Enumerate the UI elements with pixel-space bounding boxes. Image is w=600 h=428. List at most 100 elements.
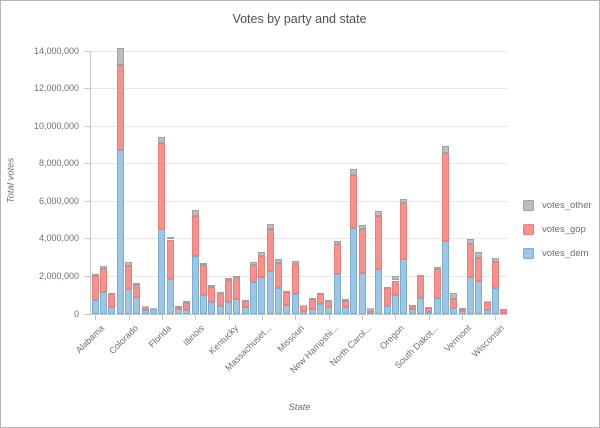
bar-segment-votes_other[interactable] [200,262,208,266]
bar-segment-votes_other[interactable] [358,224,366,229]
bar-segment-votes_dem[interactable] [108,306,116,314]
bar-segment-votes_other[interactable] [416,274,424,277]
bar-segment-votes_other[interactable] [208,284,216,287]
bar-segment-votes_other[interactable] [266,223,274,229]
bar-segment-votes_other[interactable] [375,210,383,216]
bar-segment-votes_other[interactable] [291,261,299,264]
bar-segment-votes_dem[interactable] [375,269,383,314]
bar-segment-votes_gop[interactable] [416,276,424,298]
bar-segment-votes_dem[interactable] [383,306,391,314]
bar-segment-votes_other[interactable] [408,305,416,306]
bar-segment-votes_other[interactable] [491,258,499,262]
bar-segment-votes_dem[interactable] [491,288,499,314]
bar-segment-votes_other[interactable] [258,251,266,257]
bar-segment-votes_gop[interactable] [208,286,216,302]
bar-segment-votes_other[interactable] [308,298,316,300]
bar-segment-votes_gop[interactable] [366,308,374,313]
bar-segment-votes_dem[interactable] [166,278,174,314]
bar-segment-votes_dem[interactable] [183,310,191,314]
bar-segment-votes_gop[interactable] [450,298,458,309]
bar-segment-votes_other[interactable] [91,274,99,276]
bar-segment-votes_gop[interactable] [125,266,133,289]
bar-segment-votes_dem[interactable] [466,276,474,314]
bar-segment-votes_gop[interactable] [216,293,224,306]
bar-segment-votes_dem[interactable] [358,272,366,314]
bar-segment-votes_dem[interactable] [200,294,208,314]
bar-segment-votes_other[interactable] [466,239,474,244]
bar-segment-votes_other[interactable] [241,299,249,301]
bar-segment-votes_gop[interactable] [491,261,499,289]
bar-segment-votes_gop[interactable] [116,65,124,150]
bar-segment-votes_gop[interactable] [183,302,191,311]
bar-segment-votes_gop[interactable] [166,239,174,279]
bar-segment-votes_other[interactable] [483,300,491,302]
bar-segment-votes_gop[interactable] [250,264,258,283]
bar-segment-votes_other[interactable] [400,199,408,204]
bar-segment-votes_other[interactable] [183,301,191,303]
bar-segment-votes_gop[interactable] [200,265,208,295]
bar-segment-votes_dem[interactable] [258,276,266,314]
bar-segment-votes_gop[interactable] [191,215,199,256]
bar-segment-votes_other[interactable] [450,292,458,299]
bar-segment-votes_gop[interactable] [233,277,241,300]
bar-segment-votes_gop[interactable] [375,215,383,270]
bar-segment-votes_gop[interactable] [408,305,416,310]
bar-segment-votes_dem[interactable] [341,306,349,314]
bar-segment-votes_other[interactable] [225,277,233,280]
bar-segment-votes_other[interactable] [350,168,358,176]
bar-segment-votes_gop[interactable] [266,228,274,272]
bar-segment-votes_gop[interactable] [458,308,466,311]
bar-segment-votes_dem[interactable] [241,307,249,314]
bar-segment-votes_other[interactable] [166,236,174,240]
bar-segment-votes_gop[interactable] [475,258,483,282]
bar-segment-votes_dem[interactable] [316,303,324,314]
bar-segment-votes_gop[interactable] [316,294,324,304]
bar-segment-votes_gop[interactable] [283,291,291,305]
bar-segment-votes_gop[interactable] [400,203,408,260]
bar-segment-votes_other[interactable] [191,210,199,216]
legend-item-votes_gop[interactable]: votes_gop [523,224,592,235]
bar-segment-votes_gop[interactable] [100,268,107,293]
bar-segment-votes_other[interactable] [100,265,107,269]
bar-segment-votes_other[interactable] [175,305,183,307]
bar-segment-votes_gop[interactable] [275,263,283,289]
bar-segment-votes_gop[interactable] [433,269,441,298]
bar-segment-votes_dem[interactable] [300,310,308,314]
bar-segment-votes_dem[interactable] [175,309,183,314]
bar-segment-votes_dem[interactable] [250,282,258,314]
bar-segment-votes_dem[interactable] [133,297,141,314]
bar-segment-votes_gop[interactable] [466,243,474,277]
bar-segment-votes_dem[interactable] [233,299,241,314]
bar-segment-votes_other[interactable] [333,241,341,244]
bar-segment-votes_gop[interactable] [358,228,366,273]
bar-segment-votes_dem[interactable] [500,312,508,314]
bar-segment-votes_dem[interactable] [475,281,483,314]
bar-segment-votes_dem[interactable] [141,309,149,314]
bar-segment-votes_other[interactable] [158,137,166,143]
bar-segment-votes_other[interactable] [133,283,141,285]
bar-segment-votes_dem[interactable] [391,295,399,314]
bar-segment-votes_gop[interactable] [241,300,249,308]
bar-segment-votes_dem[interactable] [325,307,333,314]
legend-item-votes_dem[interactable]: votes_dem [523,248,592,259]
bar-segment-votes_gop[interactable] [141,306,149,310]
legend-item-votes_other[interactable]: votes_other [523,200,592,211]
bar-segment-votes_other[interactable] [441,145,449,154]
bar-segment-votes_other[interactable] [433,266,441,270]
bar-segment-votes_other[interactable] [125,261,133,267]
bar-segment-votes_gop[interactable] [175,306,183,309]
bar-segment-votes_gop[interactable] [441,153,449,242]
bar-segment-votes_gop[interactable] [308,299,316,309]
bar-segment-votes_dem[interactable] [191,255,199,314]
bar-segment-votes_other[interactable] [341,299,349,301]
bar-segment-votes_other[interactable] [366,307,374,309]
bar-segment-votes_other[interactable] [116,47,124,66]
bar-segment-votes_other[interactable] [325,300,333,301]
bar-segment-votes_other[interactable] [108,292,116,294]
bar-segment-votes_other[interactable] [475,251,483,259]
bar-segment-votes_gop[interactable] [291,263,299,294]
bar-segment-votes_gop[interactable] [225,279,233,303]
bar-segment-votes_other[interactable] [216,291,224,294]
bar-segment-votes_dem[interactable] [275,288,283,314]
bar-segment-votes_gop[interactable] [108,294,116,307]
